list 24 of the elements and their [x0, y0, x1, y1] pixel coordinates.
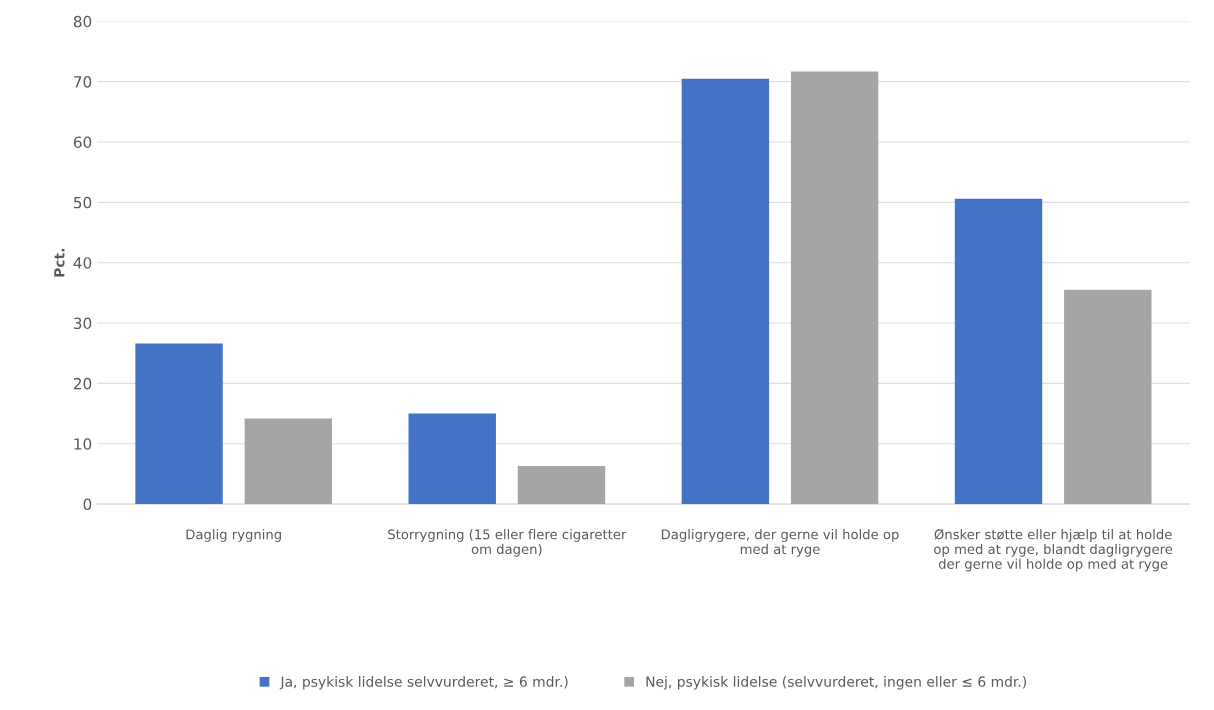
- bar: [408, 413, 496, 505]
- x-tick-label: Ønsker støtte eller hjælp til at holde op med at ryge, blandt dagligrygere der gerne vil holde op med at ryge: [934, 529, 1173, 572]
- legend-label: Nej, psykisk lidelse (selvvurderet, ingen eller ≤ 6 mdr.): [646, 676, 1027, 690]
- y-tick-label: 80: [73, 15, 92, 28]
- y-tick-label: 70: [74, 76, 92, 88]
- bar: [135, 343, 223, 505]
- bar: [244, 418, 333, 505]
- bar: [790, 71, 879, 505]
- y-tick-label: 10: [74, 438, 92, 450]
- legend-label: Ja, psykisk lidelse selvvurderet, ≥ 6 mdr.): [279, 676, 568, 690]
- bar: [681, 78, 770, 505]
- y-tick-label: 20: [73, 377, 92, 390]
- y-tick-label: 30: [73, 317, 92, 330]
- x-tick-label: Dagligrygere, der gerne vil holde op med at ryge: [661, 529, 899, 557]
- bar: [1064, 289, 1152, 505]
- bar: [517, 466, 606, 505]
- y-tick-label: 60: [73, 136, 92, 149]
- y-tick-label: 40: [73, 257, 92, 269]
- x-tick-label: Daglig rygning: [186, 529, 281, 542]
- x-tick-label: Storrygning (15 eller flere cigaretter om dagen): [388, 529, 627, 557]
- y-tick-label: 0: [83, 498, 92, 511]
- y-tick-label: 50: [74, 196, 92, 209]
- y-axis-title: Pct.: [54, 248, 65, 277]
- bar: [954, 198, 1043, 505]
